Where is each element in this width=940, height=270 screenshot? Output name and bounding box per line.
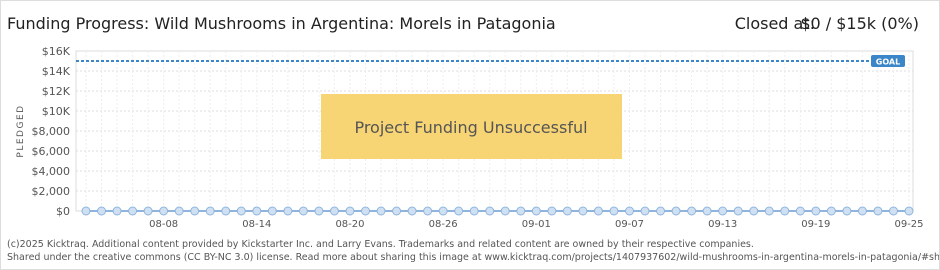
x-tick-label: 09-19 bbox=[801, 219, 830, 230]
chart-title: Funding Progress: Wild Mushrooms in Arge… bbox=[7, 14, 556, 33]
data-point bbox=[128, 206, 138, 216]
data-point bbox=[438, 206, 448, 216]
y-tick-label: $6,000 bbox=[32, 145, 71, 158]
data-point bbox=[562, 206, 572, 216]
data-point bbox=[656, 206, 666, 216]
data-point bbox=[857, 206, 867, 216]
footer-line: Shared under the creative commons (CC BY… bbox=[7, 252, 939, 263]
x-tick-label: 09-13 bbox=[708, 219, 737, 230]
data-point bbox=[314, 206, 324, 216]
data-point bbox=[718, 206, 728, 216]
y-tick-label: $4,000 bbox=[32, 165, 71, 178]
data-point bbox=[298, 206, 308, 216]
x-tick-label: 08-14 bbox=[242, 219, 271, 230]
data-point bbox=[888, 206, 898, 216]
data-point bbox=[267, 206, 277, 216]
data-point bbox=[392, 206, 402, 216]
data-point bbox=[205, 206, 215, 216]
goal-label: GOAL bbox=[876, 58, 900, 67]
data-point bbox=[236, 206, 246, 216]
closed-value: $0 / $15k (0%) bbox=[800, 14, 919, 33]
data-point bbox=[361, 206, 371, 216]
overlay-text: Project Funding Unsuccessful bbox=[354, 118, 587, 137]
goal-badge bbox=[871, 55, 905, 67]
data-point bbox=[454, 206, 464, 216]
data-point bbox=[485, 206, 495, 216]
y-tick-label: $14K bbox=[42, 65, 71, 78]
data-point bbox=[624, 206, 634, 216]
data-point bbox=[159, 206, 169, 216]
data-point bbox=[687, 206, 697, 216]
x-tick-label: 09-25 bbox=[894, 219, 923, 230]
data-point bbox=[97, 206, 107, 216]
data-point bbox=[904, 206, 914, 216]
closed-label: Closed at: bbox=[735, 14, 815, 33]
data-point bbox=[143, 206, 153, 216]
y-tick-label: $0 bbox=[56, 205, 70, 218]
x-tick-label: 08-08 bbox=[149, 219, 178, 230]
data-point bbox=[795, 206, 805, 216]
data-point bbox=[516, 206, 526, 216]
data-point bbox=[609, 206, 619, 216]
x-tick-label: 08-20 bbox=[335, 219, 364, 230]
data-point bbox=[407, 206, 417, 216]
data-point bbox=[764, 206, 774, 216]
x-tick-label: 09-07 bbox=[615, 219, 644, 230]
data-point bbox=[423, 206, 433, 216]
data-point bbox=[640, 206, 650, 216]
data-point bbox=[500, 206, 510, 216]
y-tick-label: $12K bbox=[42, 85, 71, 98]
data-point bbox=[112, 206, 122, 216]
data-point bbox=[345, 206, 355, 216]
data-point bbox=[81, 206, 91, 216]
footer-line: (c)2025 Kicktraq. Additional content pro… bbox=[7, 239, 754, 250]
data-point bbox=[252, 206, 262, 216]
data-point bbox=[283, 206, 293, 216]
y-tick-label: $8,000 bbox=[32, 125, 71, 138]
data-point bbox=[749, 206, 759, 216]
y-tick-label: $10K bbox=[42, 105, 71, 118]
overlay-box bbox=[321, 94, 622, 159]
data-point bbox=[842, 206, 852, 216]
data-point bbox=[873, 206, 883, 216]
data-point bbox=[702, 206, 712, 216]
x-tick-label: 09-01 bbox=[522, 219, 551, 230]
y-tick-label: $2,000 bbox=[32, 185, 71, 198]
data-point bbox=[221, 206, 231, 216]
y-axis-label: PLEDGED bbox=[16, 104, 26, 157]
data-point bbox=[174, 206, 184, 216]
data-point bbox=[547, 206, 557, 216]
data-point bbox=[671, 206, 681, 216]
data-point bbox=[376, 206, 386, 216]
y-tick-label: $16K bbox=[42, 45, 71, 58]
data-point bbox=[733, 206, 743, 216]
data-point bbox=[329, 206, 339, 216]
data-point bbox=[531, 206, 541, 216]
data-point bbox=[578, 206, 588, 216]
data-point bbox=[190, 206, 200, 216]
data-point bbox=[826, 206, 836, 216]
x-tick-label: 08-26 bbox=[429, 219, 458, 230]
data-point bbox=[780, 206, 790, 216]
data-point bbox=[811, 206, 821, 216]
data-point bbox=[593, 206, 603, 216]
data-point bbox=[469, 206, 479, 216]
